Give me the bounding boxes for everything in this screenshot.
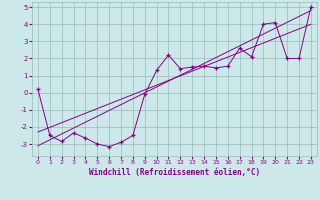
X-axis label: Windchill (Refroidissement éolien,°C): Windchill (Refroidissement éolien,°C) [89,168,260,177]
